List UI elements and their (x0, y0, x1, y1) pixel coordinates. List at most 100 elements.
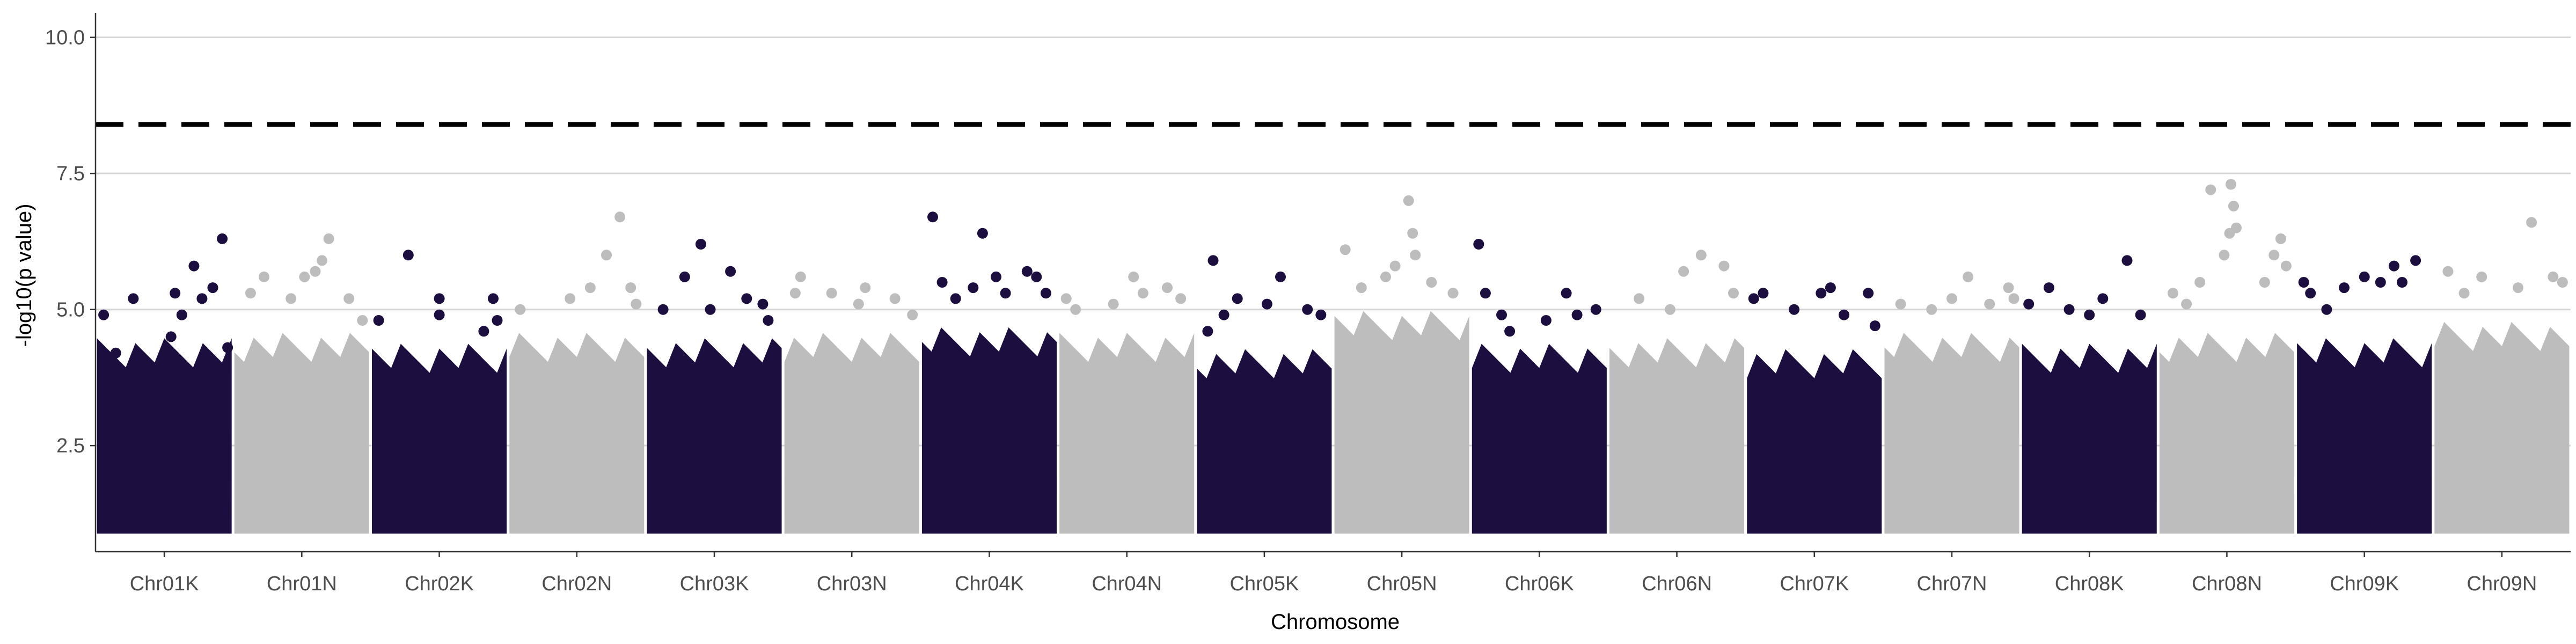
point-Chr02K-3 (434, 293, 445, 304)
point-Chr02K-1 (402, 250, 414, 261)
point-Chr05K-5 (1275, 271, 1286, 282)
dense-cloud-Chr04K (921, 327, 1057, 534)
point-Chr06N-4 (1718, 260, 1730, 272)
point-Chr02K-0 (373, 315, 384, 326)
point-Chr01K-5 (176, 309, 187, 320)
x-tick-label-Chr02K: Chr02K (405, 573, 474, 595)
point-Chr08K-4 (2097, 293, 2109, 304)
x-tick-label-Chr09K: Chr09K (2330, 573, 2399, 595)
x-tick-label-Chr07K: Chr07K (1780, 573, 1849, 595)
point-Chr09K-4 (2359, 271, 2370, 282)
point-Chr07K-6 (1863, 288, 1874, 299)
point-Chr05K-6 (1302, 304, 1313, 315)
dense-cloud-Chr05N (1334, 311, 1469, 534)
point-Chr04N-1 (1070, 304, 1081, 315)
point-Chr05K-1 (1208, 255, 1219, 266)
point-Chr09K-3 (2339, 282, 2350, 294)
point-Chr05N-3 (1389, 260, 1401, 272)
point-Chr08N-9 (2259, 277, 2270, 288)
point-Chr06K-0 (1473, 239, 1484, 250)
point-Chr07N-6 (2008, 293, 2019, 304)
point-Chr06N-0 (1634, 293, 1645, 304)
point-Chr01K-0 (98, 309, 109, 320)
point-Chr06K-1 (1480, 288, 1491, 299)
point-Chr09N-2 (2476, 271, 2487, 282)
point-Chr04K-4 (977, 228, 988, 239)
point-Chr02K-4 (478, 326, 489, 337)
point-Chr07N-1 (1926, 304, 1937, 315)
point-Chr09N-6 (2557, 277, 2568, 288)
point-Chr04N-3 (1128, 271, 1139, 282)
dense-cloud-Chr08K (2022, 343, 2157, 534)
point-Chr04K-8 (1031, 271, 1042, 282)
point-Chr09K-1 (2305, 288, 2316, 299)
dense-cloud-Chr02N (509, 333, 645, 534)
x-tick-label-Chr04K: Chr04K (955, 573, 1024, 595)
point-Chr08N-2 (2194, 277, 2206, 288)
point-Chr09K-7 (2397, 277, 2407, 288)
point-Chr09K-8 (2410, 255, 2421, 266)
dense-cloud-Chr06N (1609, 338, 1745, 534)
point-Chr08N-6 (2226, 179, 2236, 190)
point-Chr06N-3 (1695, 250, 1707, 261)
point-Chr02N-5 (625, 282, 636, 294)
point-Chr07N-5 (2003, 282, 2014, 294)
point-Chr03K-2 (695, 239, 706, 250)
point-Chr04K-7 (1021, 266, 1033, 277)
point-Chr01N-3 (299, 271, 310, 282)
point-Chr08N-1 (2181, 298, 2192, 310)
point-Chr04K-3 (968, 282, 979, 294)
point-Chr09K-6 (2388, 260, 2399, 272)
point-Chr07N-0 (1895, 298, 1906, 310)
point-Chr07K-1 (1758, 288, 1769, 299)
point-Chr05N-6 (1410, 250, 1421, 261)
point-Chr06N-1 (1665, 304, 1675, 315)
x-tick-label-Chr08N: Chr08N (2192, 573, 2262, 595)
point-Chr02K-5 (488, 293, 499, 304)
x-tick-label-Chr05N: Chr05N (1367, 573, 1437, 595)
point-Chr01K-3 (165, 331, 177, 342)
point-Chr08K-5 (2121, 255, 2133, 266)
point-Chr04K-1 (936, 277, 948, 288)
dense-cloud-Chr09N (2434, 322, 2570, 534)
point-Chr04N-6 (1175, 293, 1187, 304)
dense-point-clouds (97, 311, 2570, 534)
point-Chr05K-0 (1202, 326, 1213, 337)
point-Chr01N-1 (259, 271, 269, 282)
point-Chr08K-2 (2063, 304, 2075, 315)
point-Chr01K-9 (217, 233, 228, 244)
axis-layer (90, 13, 2571, 557)
point-Chr06K-3 (1504, 326, 1516, 337)
point-Chr02N-2 (584, 282, 596, 294)
point-Chr05N-2 (1380, 271, 1391, 282)
point-Chr07N-3 (1963, 271, 1974, 282)
point-Chr09K-0 (2298, 277, 2309, 288)
x-tick-label-Chr06N: Chr06N (1642, 573, 1712, 595)
point-Chr09N-5 (2548, 271, 2559, 282)
point-Chr01K-4 (170, 288, 181, 299)
x-tick-label-Chr05K: Chr05K (1230, 573, 1299, 595)
dense-cloud-Chr06K (1472, 343, 1607, 534)
point-Chr08K-1 (2043, 282, 2054, 294)
point-Chr03K-5 (741, 293, 752, 304)
point-Chr09N-0 (2442, 266, 2454, 277)
point-Chr05K-7 (1315, 309, 1327, 320)
point-Chr03N-1 (795, 271, 806, 282)
point-Chr04N-5 (1162, 282, 1173, 294)
point-Chr06K-4 (1540, 315, 1552, 326)
x-tick-label-Chr02N: Chr02N (541, 573, 612, 595)
dense-cloud-Chr01N (234, 333, 369, 534)
point-Chr06K-5 (1561, 288, 1572, 299)
point-Chr09N-3 (2513, 282, 2523, 294)
point-Chr01N-7 (343, 293, 355, 304)
point-Chr07K-3 (1816, 288, 1827, 299)
point-Chr05N-4 (1403, 195, 1414, 206)
point-Chr05N-7 (1426, 277, 1437, 288)
point-Chr04K-2 (950, 293, 961, 304)
y-axis-title: -log10(p value) (12, 204, 36, 347)
point-Chr04N-4 (1137, 288, 1148, 299)
y-tick-label-1: 5.0 (56, 299, 85, 321)
x-tick-label-Chr09N: Chr09N (2467, 573, 2537, 595)
point-Chr04K-9 (1040, 288, 1051, 299)
